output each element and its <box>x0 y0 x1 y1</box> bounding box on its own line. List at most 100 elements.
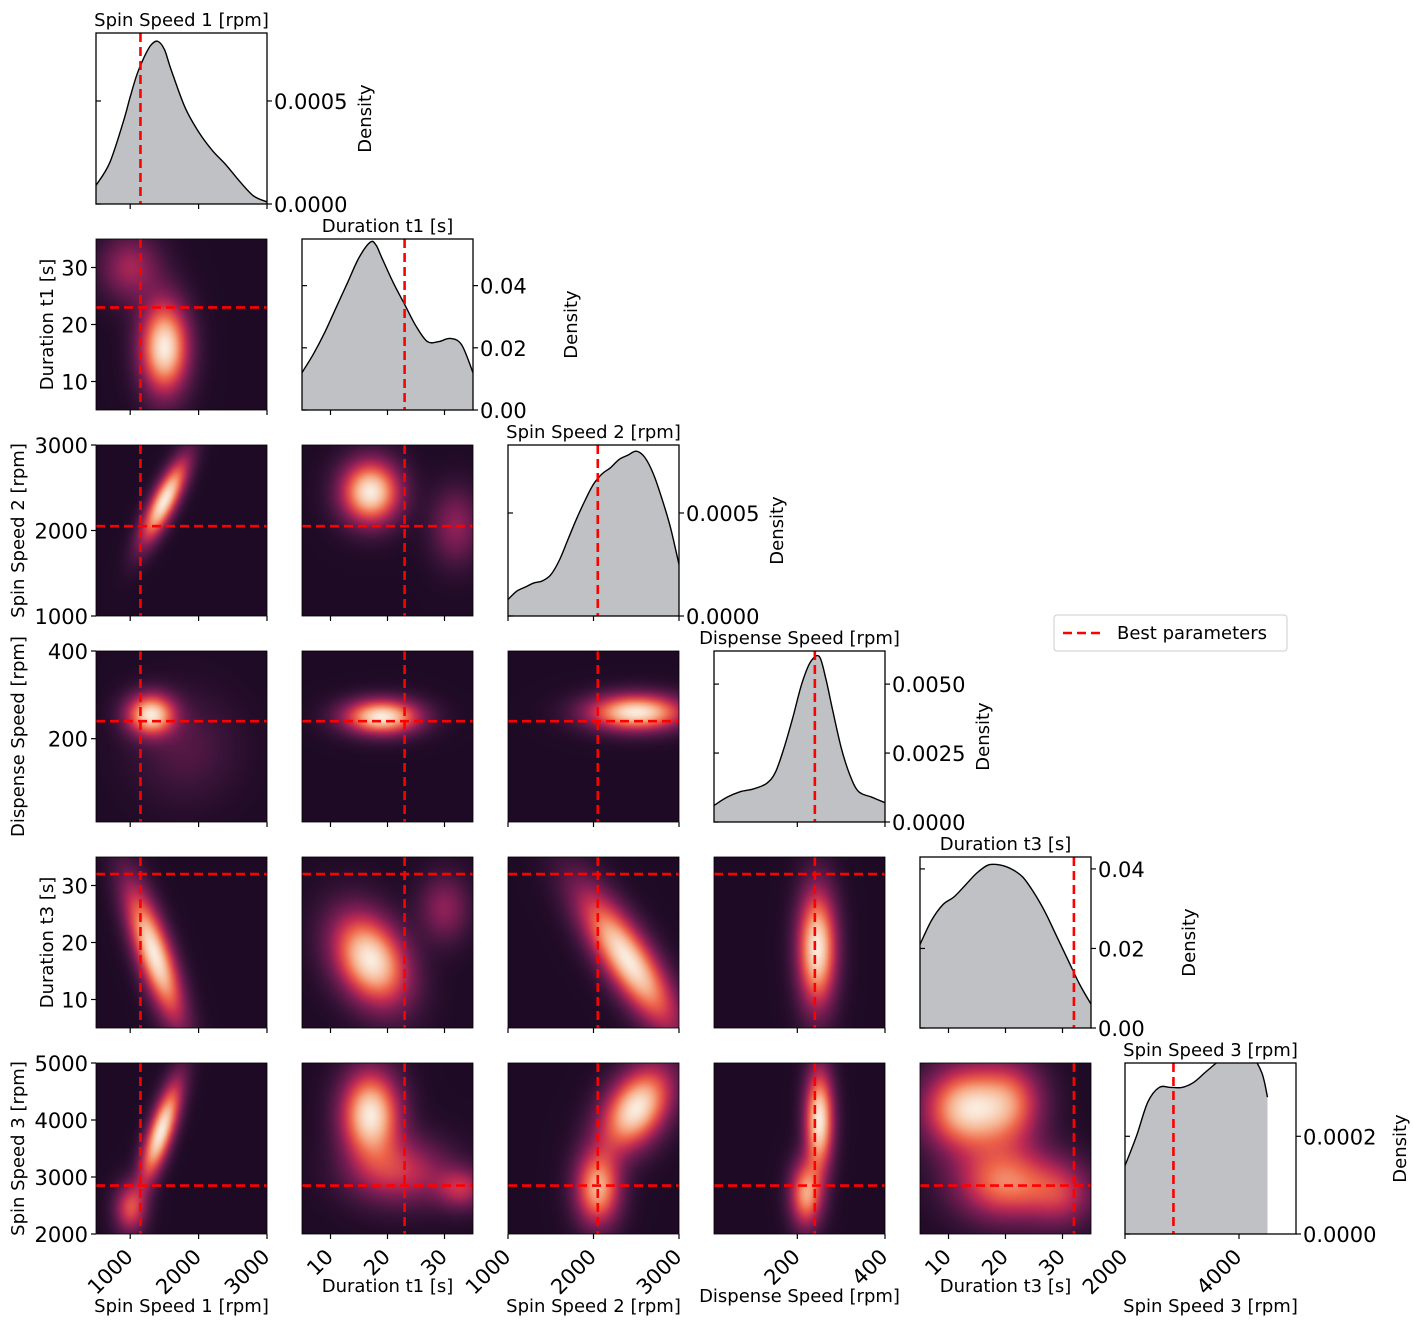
density-fill <box>302 241 473 410</box>
density-curve <box>508 450 679 601</box>
density-curve <box>920 863 1091 1005</box>
density-ylabel: Density <box>767 496 788 565</box>
y-axis-label: Spin Speed 3 [rpm] <box>8 1061 29 1236</box>
y-tick-label: 200 <box>48 728 88 752</box>
density-tick-label: 0.04 <box>1098 858 1145 882</box>
density-tick-label: 0.0025 <box>892 742 965 766</box>
heatmap-1-0 <box>96 239 267 410</box>
y-tick-label: 2000 <box>35 1223 88 1247</box>
density-ylabel: Density <box>1390 1114 1411 1183</box>
x-tick-label: 4000 <box>1192 1245 1247 1300</box>
heatmap-frame <box>713 856 886 1029</box>
heatmap-frame <box>713 1062 886 1235</box>
y-tick-label: 10 <box>61 989 88 1013</box>
y-axis-label: Spin Speed 2 [rpm] <box>8 443 29 618</box>
density-title: Spin Speed 1 [rpm] <box>94 10 269 31</box>
heatmap-3-1 <box>302 651 473 822</box>
y-tick-label: 30 <box>61 875 88 899</box>
heatmap-4-2 <box>508 857 679 1028</box>
density-curve <box>302 240 473 374</box>
x-tick-label: 2000 <box>546 1245 601 1300</box>
density-tick-label: 0.02 <box>480 337 527 361</box>
heatmap-frame <box>95 1062 268 1235</box>
density-tick-label: 0.0005 <box>686 502 759 526</box>
x-axis-label: Spin Speed 3 [rpm] <box>1123 1296 1298 1317</box>
density-frame <box>95 32 268 205</box>
density-tick-label: 0.0000 <box>686 605 759 629</box>
density-ylabel: Density <box>355 84 376 153</box>
x-tick-label: 3000 <box>632 1245 687 1300</box>
x-tick-label: 1000 <box>461 1245 516 1300</box>
density-fill <box>1125 1063 1268 1234</box>
density-curve <box>714 654 885 807</box>
heatmap-2-1 <box>302 445 473 616</box>
density-tick-label: 0.0002 <box>1303 1125 1376 1149</box>
y-tick-label: 1000 <box>35 605 88 629</box>
density-tick-label: 0.00 <box>1098 1017 1145 1041</box>
density-frame <box>713 650 886 823</box>
density-fill <box>508 451 679 616</box>
x-tick-label: 200 <box>760 1245 805 1290</box>
x-axis-label: Spin Speed 2 [rpm] <box>506 1296 681 1317</box>
y-tick-label: 10 <box>61 371 88 395</box>
density-title: Spin Speed 3 [rpm] <box>1123 1040 1298 1061</box>
y-tick-label: 3000 <box>35 1166 88 1190</box>
legend-label: Best parameters <box>1117 623 1267 644</box>
y-tick-label: 400 <box>48 640 88 664</box>
density-tick-label: 0.00 <box>480 399 527 423</box>
density-tick-label: 0.0000 <box>1303 1223 1376 1247</box>
y-tick-label: 5000 <box>35 1052 88 1076</box>
density-title: Dispense Speed [rpm] <box>699 628 900 649</box>
x-tick-label: 1000 <box>83 1245 138 1300</box>
density-title: Spin Speed 2 [rpm] <box>506 422 681 443</box>
heatmap-4-1 <box>302 857 473 1028</box>
x-tick-label: 2000 <box>1078 1245 1133 1300</box>
y-tick-label: 2000 <box>35 520 88 544</box>
y-tick-label: 20 <box>61 932 88 956</box>
x-axis-label: Dispense Speed [rpm] <box>699 1286 900 1307</box>
density-ylabel: Density <box>561 290 582 359</box>
density-fill <box>714 655 885 822</box>
heatmap-3-2 <box>508 651 679 822</box>
x-axis-label: Spin Speed 1 [rpm] <box>94 1296 269 1317</box>
density-tick-label: 0.0050 <box>892 673 965 697</box>
heatmap-3-0 <box>96 651 267 822</box>
density-tick-label: 0.0005 <box>274 90 347 114</box>
x-tick-label: 3000 <box>220 1245 275 1300</box>
y-axis-label: Dispense Speed [rpm] <box>8 636 29 837</box>
density-fill <box>96 41 267 204</box>
heatmap-5-4 <box>920 1063 1091 1234</box>
x-tick-label: 400 <box>847 1245 892 1290</box>
x-axis-label: Duration t1 [s] <box>322 1276 454 1297</box>
legend-box <box>1053 614 1288 652</box>
y-axis-label: Duration t3 [s] <box>37 877 58 1009</box>
heatmap-5-3 <box>714 1063 885 1234</box>
heatmap-frame <box>95 650 268 823</box>
heatmap-4-3 <box>714 857 885 1028</box>
y-tick-label: 20 <box>61 314 88 338</box>
density-tick-label: 0.04 <box>480 275 527 299</box>
heatmap-5-2 <box>508 1063 679 1234</box>
y-tick-label: 3000 <box>35 434 88 458</box>
density-curve <box>1125 1063 1269 1166</box>
y-tick-label: 4000 <box>35 1109 88 1133</box>
density-title: Duration t3 [s] <box>940 834 1072 855</box>
heatmap-2-0 <box>96 445 267 616</box>
y-axis-label: Duration t1 [s] <box>37 259 58 391</box>
density-tick-label: 0.0000 <box>892 811 965 835</box>
density-ylabel: Density <box>973 702 994 771</box>
density-frame <box>1124 1062 1297 1235</box>
density-tick-label: 0.02 <box>1098 937 1145 961</box>
x-tick-label: 2000 <box>151 1245 206 1300</box>
density-ylabel: Density <box>1179 908 1200 977</box>
heatmap-5-0 <box>96 1063 267 1234</box>
legend: Best parameters <box>1053 614 1288 652</box>
y-tick-label: 30 <box>61 257 88 281</box>
heatmap-4-0 <box>96 857 267 1028</box>
density-tick-label: 0.0000 <box>274 193 347 217</box>
heatmap-5-1 <box>302 1063 473 1234</box>
density-title: Duration t1 [s] <box>322 216 454 237</box>
density-fill <box>920 864 1091 1028</box>
density-curve <box>96 40 267 203</box>
